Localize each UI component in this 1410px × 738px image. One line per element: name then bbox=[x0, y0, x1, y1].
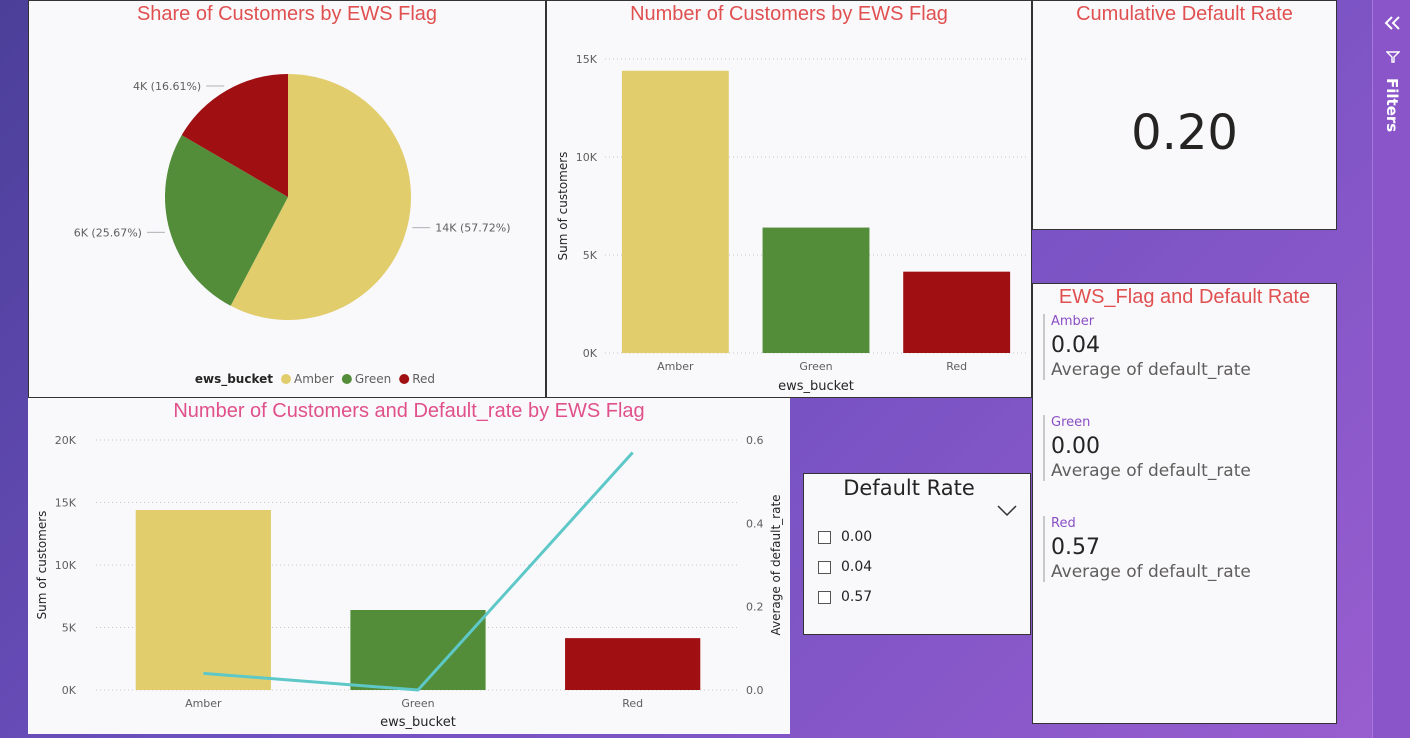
bar-red[interactable] bbox=[903, 271, 1011, 353]
combo-chart[interactable]: 0K 5K 10K 15K 20K 0.0 0.2 0.4 0.6 Sum of customer… bbox=[28, 398, 790, 734]
collapse-chevrons-icon[interactable] bbox=[1383, 15, 1403, 31]
legend-marker-red bbox=[399, 374, 410, 384]
y-axis-label: Sum of customers bbox=[556, 152, 570, 261]
card-item-red: Red 0.57 Average of default_rate bbox=[1043, 516, 1326, 582]
bar-amber[interactable] bbox=[135, 510, 271, 690]
slicer-option-label: 0.00 bbox=[841, 529, 873, 545]
legend-title: ews_bucket bbox=[195, 372, 273, 387]
y2-tick-label: 0.4 bbox=[746, 517, 764, 530]
y-tick-label: 10K bbox=[55, 559, 77, 572]
filters-pane[interactable]: Filters bbox=[1372, 0, 1410, 738]
bar-green[interactable] bbox=[762, 227, 870, 353]
card-value: 0.00 bbox=[1051, 434, 1100, 459]
x-tick-label: Red bbox=[946, 360, 967, 373]
legend-item-amber[interactable]: Amber bbox=[294, 372, 334, 386]
y-tick-label: 0K bbox=[62, 684, 77, 697]
legend-item-red[interactable]: Red bbox=[412, 372, 435, 386]
y-tick-label: 5K bbox=[583, 249, 598, 262]
bar-chart[interactable]: 0K 5K 10K 15K Sum of customers Amber Green Red e… bbox=[547, 1, 1032, 398]
card-item-amber: Amber 0.04 Average of default_rate bbox=[1043, 314, 1326, 380]
y-tick-label: 15K bbox=[576, 53, 598, 66]
pie-chart-title: Share of Customers by EWS Flag bbox=[136, 3, 438, 25]
y2-axis-label: Average of default_rate bbox=[769, 494, 783, 635]
y-axis-label: Sum of customers bbox=[35, 511, 49, 620]
pie-slice-red[interactable] bbox=[181, 74, 288, 197]
slicer-option-2[interactable]: 0.57 bbox=[818, 589, 872, 605]
legend-marker-green bbox=[341, 374, 352, 384]
bar-chart-panel[interactable]: Number of Customers by EWS Flag 0K 5K 10K 1… bbox=[546, 0, 1032, 398]
x-tick-label: Green bbox=[799, 360, 832, 373]
filters-label: Filters bbox=[1383, 78, 1401, 133]
pie-data-label: 14K (57.72%) bbox=[435, 222, 510, 235]
y-tick-label: 10K bbox=[576, 151, 598, 164]
default-rate-slicer[interactable]: Default Rate 0.00 0.04 0.57 bbox=[803, 473, 1031, 635]
x-tick-label: Red bbox=[622, 697, 643, 710]
card-label: Average of default_rate bbox=[1051, 360, 1251, 380]
slicer-option-label: 0.57 bbox=[841, 589, 873, 605]
y-tick-label: 15K bbox=[55, 497, 77, 510]
checkbox[interactable] bbox=[818, 560, 831, 574]
y-tick-label: 5K bbox=[62, 622, 77, 635]
x-axis-label: ews_bucket bbox=[380, 715, 456, 730]
pie-slice-amber[interactable] bbox=[230, 74, 412, 321]
card-category: Red bbox=[1051, 516, 1076, 531]
card-title: EWS_Flag and Default Rate bbox=[1058, 286, 1311, 308]
filter-icon bbox=[1386, 51, 1400, 63]
y2-tick-label: 0.0 bbox=[746, 684, 764, 697]
chevron-down-icon[interactable] bbox=[996, 504, 1018, 518]
legend-marker-amber bbox=[281, 374, 291, 384]
slicer-title: Default Rate bbox=[843, 476, 975, 500]
x-tick-label: Amber bbox=[657, 360, 694, 373]
slicer-option-0[interactable]: 0.00 bbox=[818, 529, 872, 545]
y-tick-label: 20K bbox=[55, 434, 77, 447]
kpi-panel[interactable]: Cumulative Default Rate 0.20 bbox=[1032, 0, 1337, 230]
kpi-title: Cumulative Default Rate bbox=[1076, 3, 1293, 25]
multi-row-card-panel[interactable]: EWS_Flag and Default Rate Amber 0.04 Ave… bbox=[1032, 283, 1337, 724]
pie-chart[interactable]: 14K (57.72%) 6K (25.67%) 4K (16.61%) ews_bu… bbox=[29, 1, 546, 398]
checkbox[interactable] bbox=[818, 590, 831, 604]
combo-chart-panel[interactable]: Number of Customers and Default_rate by … bbox=[28, 398, 790, 734]
bar-green[interactable] bbox=[350, 610, 486, 690]
y2-tick-label: 0.6 bbox=[746, 434, 764, 447]
kpi-value: 0.20 bbox=[1131, 105, 1238, 161]
slicer-option-1[interactable]: 0.04 bbox=[818, 559, 872, 575]
pie-chart-panel[interactable]: Share of Customers by EWS Flag 14K (57.7… bbox=[28, 0, 546, 398]
default-rate-line[interactable] bbox=[203, 451, 634, 692]
y2-tick-label: 0.2 bbox=[746, 601, 764, 614]
card-label: Average of default_rate bbox=[1051, 562, 1251, 582]
card-item-green: Green 0.00 Average of default_rate bbox=[1043, 415, 1326, 481]
card-value: 0.04 bbox=[1051, 333, 1100, 358]
card-value: 0.57 bbox=[1051, 535, 1100, 560]
checkbox[interactable] bbox=[818, 530, 831, 544]
slicer-option-label: 0.04 bbox=[841, 559, 873, 575]
bar-amber[interactable] bbox=[621, 70, 729, 353]
card-label: Average of default_rate bbox=[1051, 461, 1251, 481]
bar-chart-title: Number of Customers by EWS Flag bbox=[630, 3, 948, 25]
combo-chart-title: Number of Customers and Default_rate by … bbox=[173, 400, 645, 422]
x-axis-label: ews_bucket bbox=[778, 379, 854, 394]
pie-data-label: 6K (25.67%) bbox=[74, 226, 142, 239]
pie-data-label: 4K (16.61%) bbox=[133, 80, 201, 93]
card-category: Amber bbox=[1051, 314, 1095, 329]
legend-item-green[interactable]: Green bbox=[355, 372, 391, 386]
bar-red[interactable] bbox=[565, 638, 701, 690]
card-category: Green bbox=[1051, 415, 1091, 430]
x-tick-label: Green bbox=[401, 697, 434, 710]
pie-slice-green[interactable] bbox=[165, 135, 288, 306]
y-tick-label: 0K bbox=[583, 347, 598, 360]
x-tick-label: Amber bbox=[185, 697, 222, 710]
